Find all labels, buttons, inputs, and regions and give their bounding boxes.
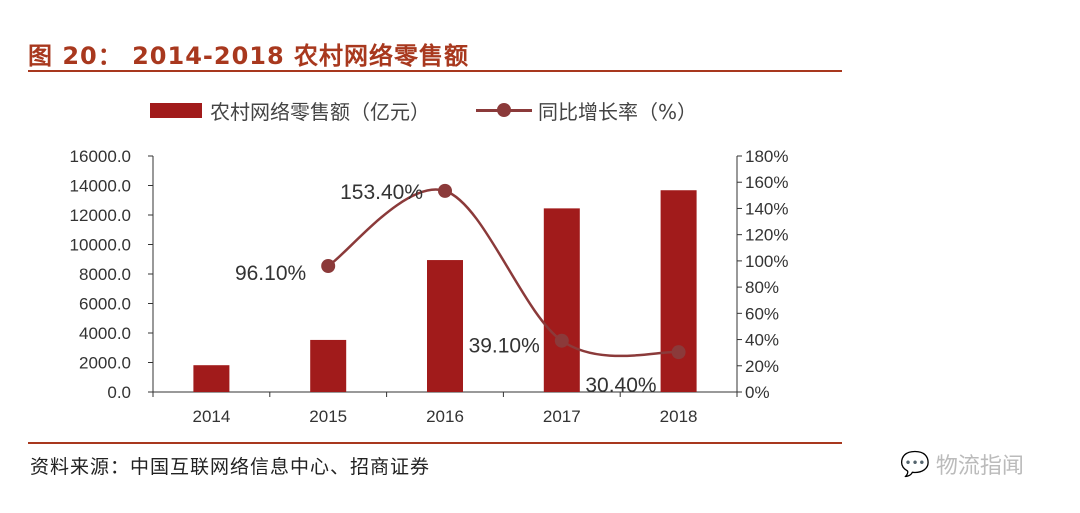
left-tick-label: 16000.0 (70, 147, 131, 166)
legend-line-label: 同比增长率（%） (538, 100, 698, 124)
legend-bar-label: 农村网络零售额（亿元） (210, 100, 430, 124)
x-tick-label: 2017 (543, 407, 581, 426)
right-tick-label: 100% (745, 252, 788, 271)
top-rule (28, 70, 842, 72)
growth-point-2016 (438, 183, 452, 198)
left-tick-label: 6000.0 (79, 295, 131, 314)
bar-2014 (193, 365, 230, 392)
legend: 农村网络零售额（亿元） 同比增长率（%） (150, 96, 697, 125)
chart: 0.0 2000.0 4000.0 6000.0 8000.0 10000.0 12000.… (70, 147, 789, 426)
bottom-rule (28, 442, 842, 444)
bar-2018 (660, 190, 697, 392)
left-tick-label: 0.0 (107, 383, 131, 402)
right-tick-label: 60% (745, 304, 779, 323)
x-tick-label: 2015 (309, 407, 347, 426)
x-tick-label: 2016 (426, 407, 464, 426)
bar-2017 (543, 208, 580, 392)
right-tick-label: 40% (745, 331, 779, 350)
right-tick-label: 0% (745, 383, 770, 402)
x-tick-label: 2018 (660, 407, 698, 426)
legend-line-swatch (476, 103, 532, 117)
left-tick-label: 14000.0 (70, 177, 131, 196)
figure-title: 图 20： 2014-2018 农村网络零售额 (28, 42, 470, 70)
growth-label-2016: 153.40% (340, 181, 423, 204)
left-tick-label: 2000.0 (79, 354, 131, 373)
growth-label-2018: 30.40% (585, 374, 656, 397)
left-tick-label: 12000.0 (70, 206, 131, 225)
right-tick-label: 120% (745, 226, 788, 245)
right-tick-label: 160% (745, 173, 788, 192)
right-tick-label: 140% (745, 199, 788, 218)
wechat-icon: 💬 (900, 450, 930, 478)
source-note: 资料来源：中国互联网络信息中心、招商证券 (30, 456, 431, 478)
left-tick-label: 8000.0 (79, 265, 131, 284)
growth-point-2017 (554, 333, 569, 348)
bar-2015 (310, 339, 347, 392)
watermark-text: 物流指闻 (935, 454, 1024, 479)
left-tick-label: 4000.0 (79, 324, 131, 343)
growth-line (327, 188, 679, 358)
left-tick-label: 10000.0 (70, 236, 131, 255)
bar-2016 (427, 260, 463, 392)
growth-label-2015: 96.10% (235, 262, 306, 285)
legend-bar-swatch (150, 103, 202, 118)
x-tick-label: 2014 (192, 407, 230, 426)
growth-point-2018 (671, 345, 686, 360)
watermark: 💬 物流指闻 (900, 448, 1024, 480)
right-tick-label: 180% (745, 147, 788, 166)
growth-point-2015 (321, 259, 336, 274)
right-tick-label: 20% (745, 357, 779, 376)
growth-label-2017: 39.10% (469, 335, 540, 358)
right-tick-label: 80% (745, 278, 779, 297)
